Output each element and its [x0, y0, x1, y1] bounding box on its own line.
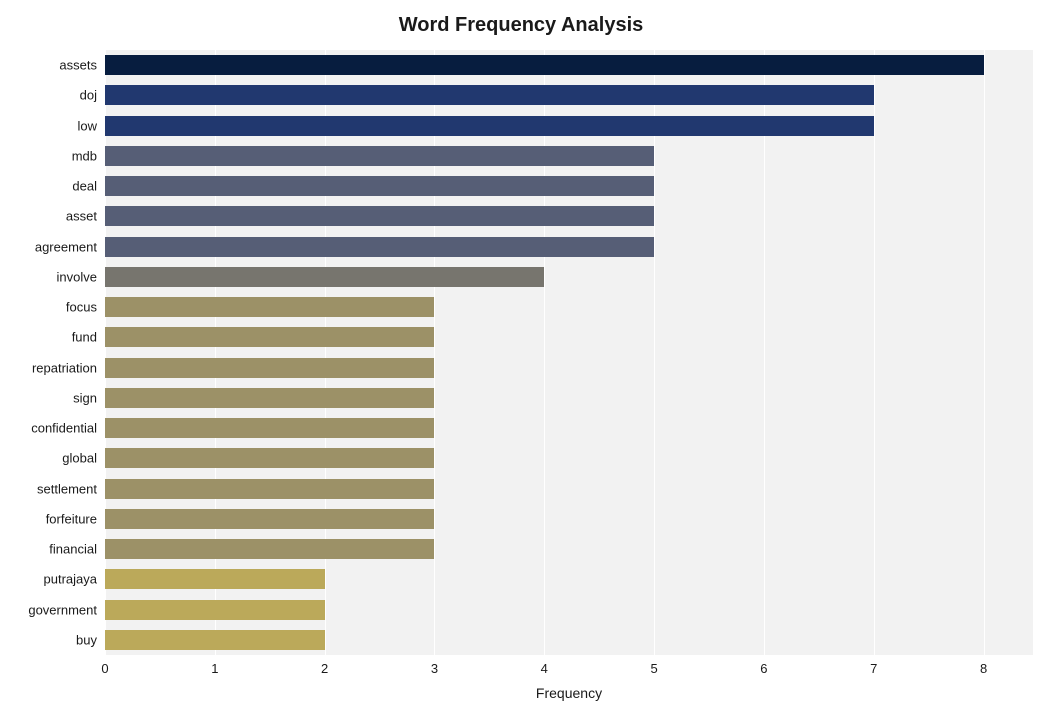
y-tick-label: doj [80, 88, 97, 103]
y-tick-label: mdb [72, 148, 97, 163]
y-tick-label: sign [73, 390, 97, 405]
x-tick-label: 1 [211, 661, 218, 676]
x-tick-label: 4 [541, 661, 548, 676]
chart-container: Word Frequency Analysis assetsdojlowmdbd… [0, 0, 1042, 701]
y-tick-label: assets [59, 58, 97, 73]
y-tick-label: global [62, 451, 97, 466]
x-tick-label: 3 [431, 661, 438, 676]
y-tick-label: government [28, 602, 97, 617]
y-tick-label: asset [66, 209, 97, 224]
y-tick-label: repatriation [32, 360, 97, 375]
y-tick-label: deal [72, 179, 97, 194]
y-tick-label: buy [76, 632, 97, 647]
x-tick-labels: 012345678 [105, 50, 1033, 655]
y-tick-label: forfeiture [46, 511, 97, 526]
y-tick-label: low [77, 118, 97, 133]
y-tick-label: focus [66, 300, 97, 315]
y-tick-label: financial [49, 542, 97, 557]
x-tick-label: 6 [760, 661, 767, 676]
x-tick-label: 8 [980, 661, 987, 676]
y-tick-label: settlement [37, 481, 97, 496]
y-tick-label: confidential [31, 421, 97, 436]
y-tick-label: fund [72, 330, 97, 345]
x-tick-label: 5 [650, 661, 657, 676]
plot-area: assetsdojlowmdbdealassetagreementinvolve… [105, 50, 1033, 655]
x-tick-label: 2 [321, 661, 328, 676]
x-axis-label: Frequency [536, 685, 602, 701]
y-tick-label: putrajaya [44, 572, 97, 587]
x-tick-label: 7 [870, 661, 877, 676]
y-tick-label: agreement [35, 239, 97, 254]
y-tick-label: involve [57, 269, 97, 284]
chart-title: Word Frequency Analysis [0, 14, 1042, 37]
x-tick-label: 0 [101, 661, 108, 676]
